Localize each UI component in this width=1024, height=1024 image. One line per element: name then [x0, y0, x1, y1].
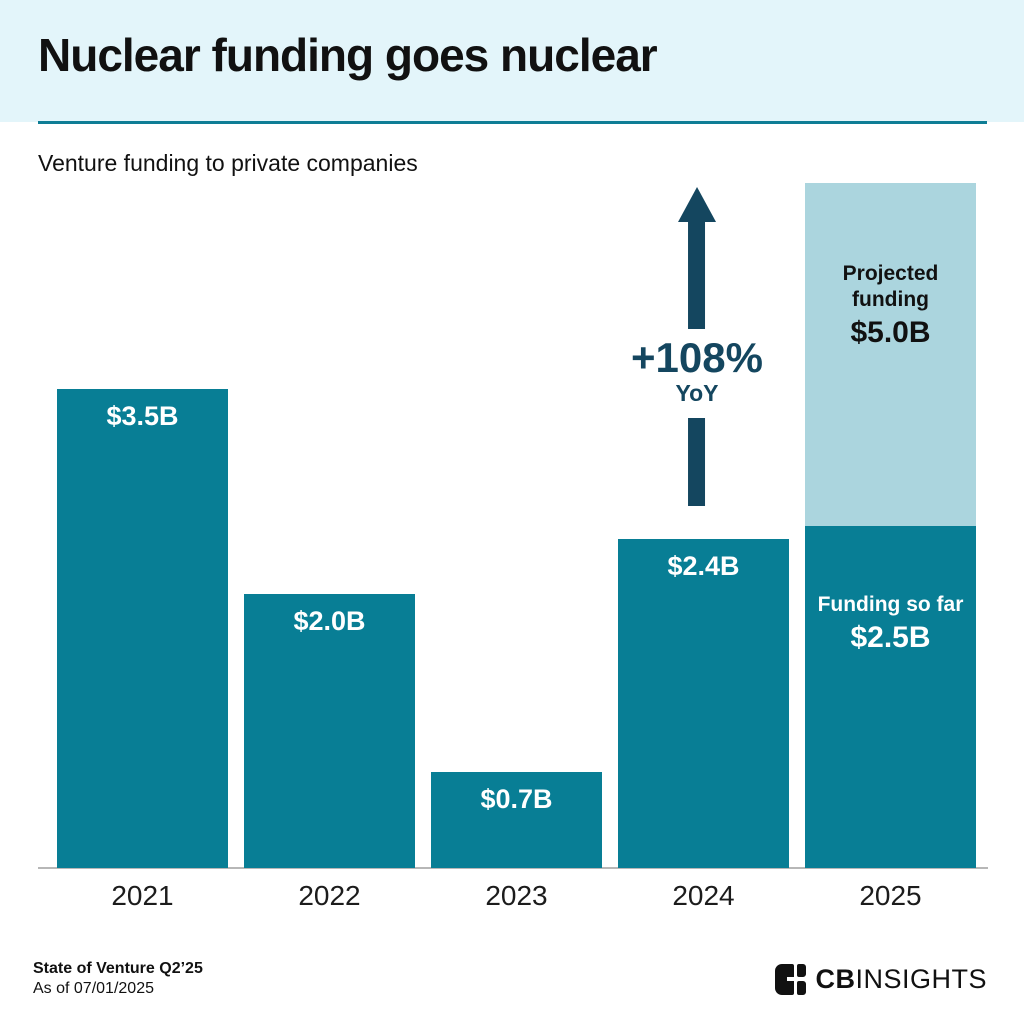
segment-title: Projected funding [842, 262, 939, 311]
segment-value: $5.0B [850, 316, 931, 350]
x-axis-label-2022: 2022 [298, 880, 361, 911]
page-title: Nuclear funding goes nuclear [38, 29, 658, 81]
x-axis-label-2021: 2021 [111, 880, 174, 911]
arrow-shaft-lower [688, 418, 706, 507]
source-note: State of Venture Q2’25 As of 07/01/2025 [33, 959, 203, 998]
bar-2024: $2.4B [618, 539, 789, 868]
source-date: As of 07/01/2025 [33, 979, 154, 997]
bar-segment-label: Projected funding $5.0B [805, 261, 976, 352]
cbinsights-logo: CBINSIGHTS [775, 963, 987, 995]
bar-value-label: $0.7B [480, 784, 553, 815]
bar-2021: $3.5B [57, 388, 228, 868]
bar-segment-label: Funding so far $2.5B [805, 592, 976, 657]
x-axis-line [38, 867, 988, 869]
x-axis-label-2023: 2023 [485, 880, 548, 911]
bar-value-label: $2.4B [667, 551, 740, 582]
bar-value-label: $3.5B [106, 400, 179, 431]
bar-2023: $0.7B [431, 772, 602, 868]
cbinsights-logo-icon [775, 963, 807, 995]
x-axis-labels: 2021 2022 2023 2024 2025 [38, 880, 988, 912]
source-title: State of Venture Q2’25 [33, 960, 203, 977]
yoy-percent-label: +108% [631, 334, 763, 381]
arrow-shaft-upper [688, 222, 706, 329]
logo-insights: INSIGHTS [855, 963, 987, 994]
chart-subtitle: Venture funding to private companies [38, 150, 418, 176]
yoy-period-label: YoY [675, 380, 719, 407]
bar-value-label: $2.0B [293, 606, 366, 636]
bar-chart: +108% YoY $3.5B $2.0B $0.7B $2.4B Funding so… [38, 170, 988, 869]
yoy-growth-annotation: +108% YoY [631, 187, 763, 507]
bar-2022: $2.0B [244, 594, 415, 868]
segment-value: $2.5B [850, 621, 931, 655]
logo-cb: CB [815, 963, 856, 994]
bar-2025-segment-solid: Funding so far $2.5B [805, 525, 976, 868]
cbinsights-logo-text: CBINSIGHTS [815, 964, 987, 995]
x-axis-label-2025: 2025 [859, 880, 922, 911]
segment-title: Funding so far [817, 592, 964, 616]
title-underline [38, 121, 987, 124]
header-band [0, 0, 1024, 122]
bar-2025-segment-projected: Projected funding $5.0B [805, 183, 976, 526]
x-axis-label-2024: 2024 [672, 880, 735, 911]
up-arrow-icon [677, 187, 716, 222]
